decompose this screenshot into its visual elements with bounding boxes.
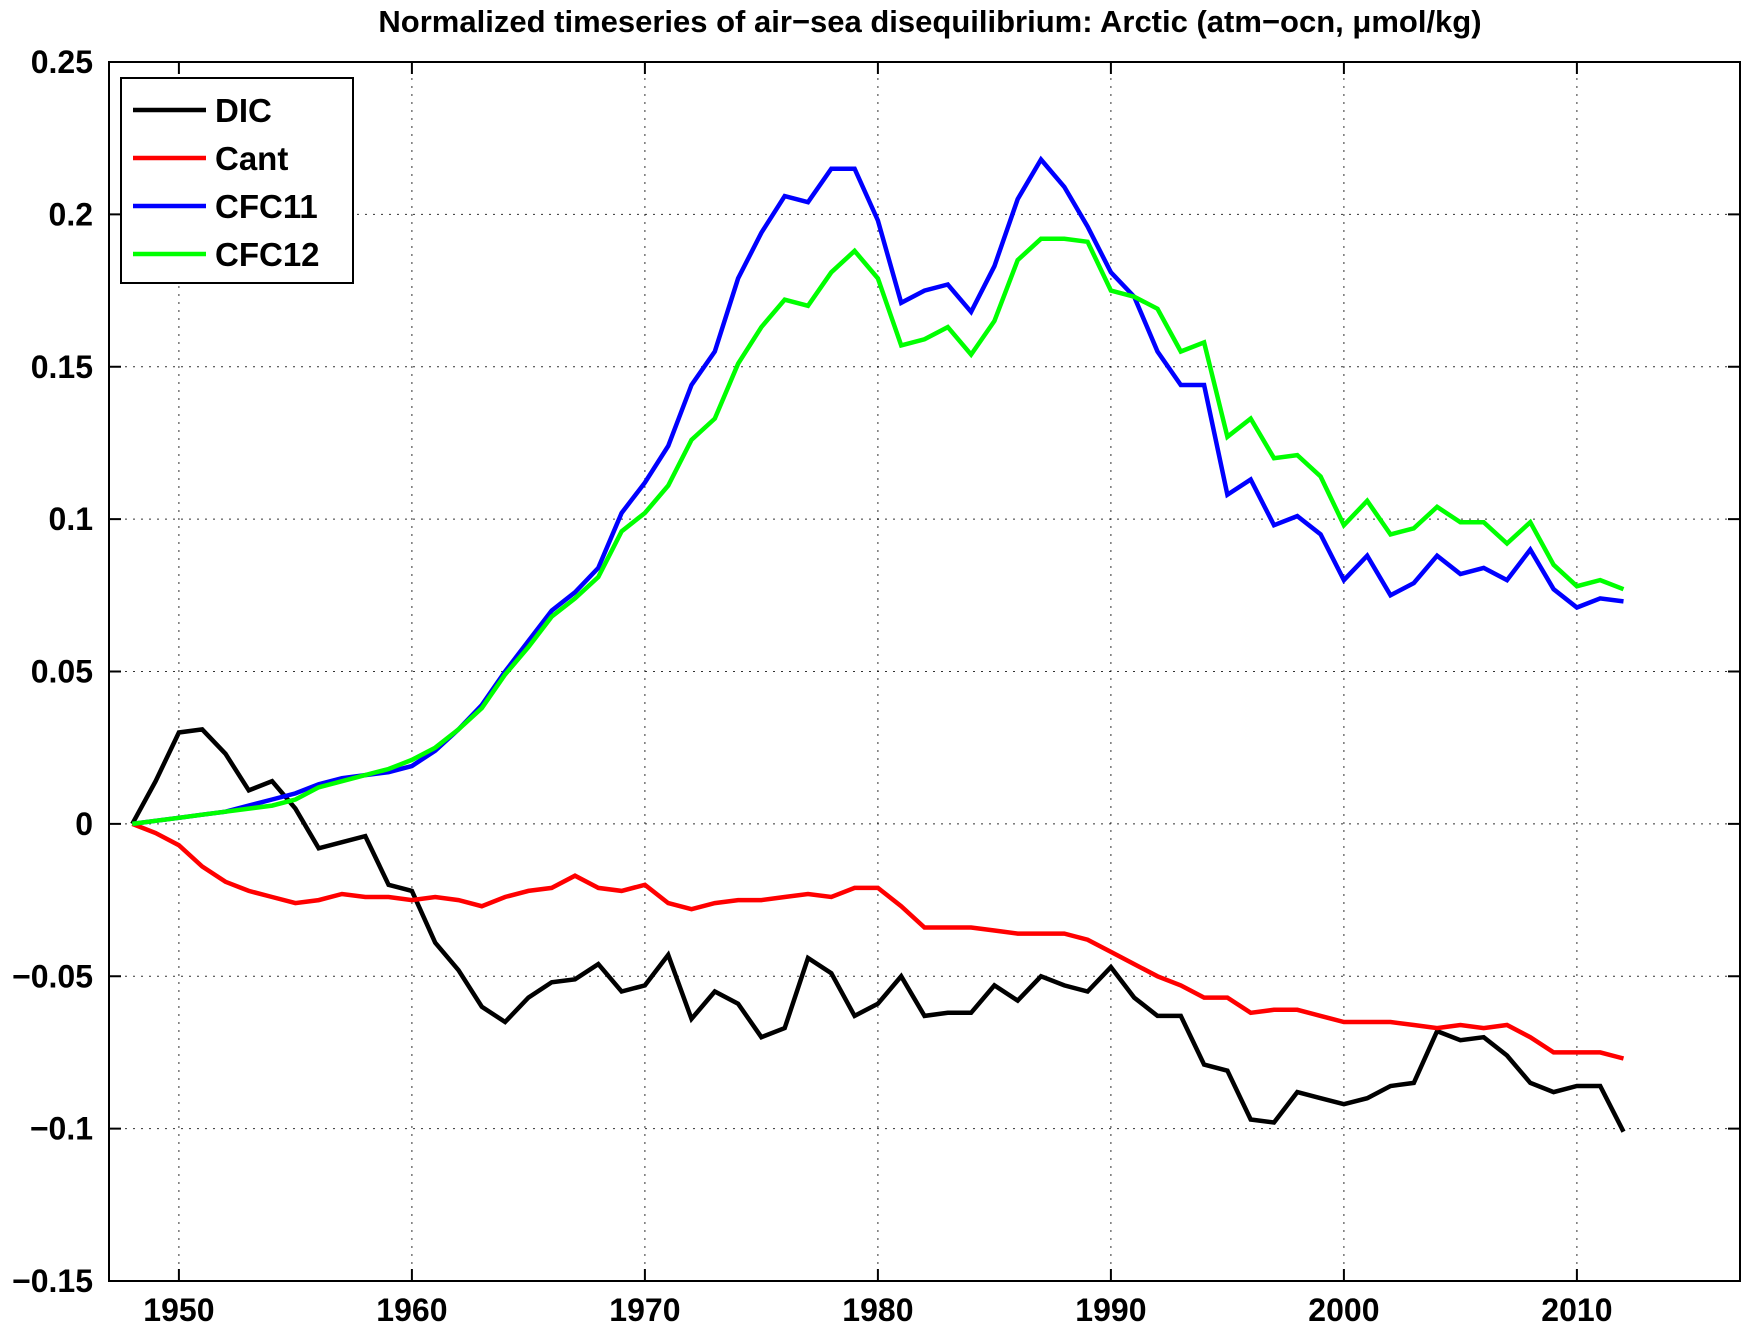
legend-label-cant: Cant (215, 140, 288, 177)
y-tick-label: 0.1 (49, 501, 93, 537)
legend-label-cfc12: CFC12 (215, 236, 320, 273)
y-tick-label: 0.25 (31, 44, 93, 80)
y-tick-label: −0.15 (12, 1263, 93, 1299)
series-layer (130, 155, 1626, 1133)
x-tick-label: 1980 (842, 1292, 913, 1328)
x-tick-label: 1950 (143, 1292, 214, 1328)
x-tick-label: 1990 (1075, 1292, 1146, 1328)
series-line-cfc12 (132, 236, 1625, 827)
x-tick-label: 2000 (1308, 1292, 1379, 1328)
y-tick-label: 0 (75, 806, 93, 842)
y-tick-label: 0.15 (31, 349, 93, 385)
y-tick-label: 0.2 (49, 196, 93, 232)
legend: DIC Cant CFC11 CFC12 (120, 77, 354, 284)
legend-label-dic: DIC (215, 92, 272, 129)
grid-layer (109, 61, 1740, 1282)
legend-label-cfc11: CFC11 (215, 188, 318, 225)
series-line-dic (130, 727, 1626, 1133)
y-axis: −0.15 −0.1 −0.05 0 0.05 0.1 0.15 0.2 0.25 (12, 44, 1740, 1299)
x-tick-label: 1970 (609, 1292, 680, 1328)
x-axis: 1950 1960 1970 1980 1990 2000 2010 (143, 62, 1612, 1328)
y-tick-label: −0.1 (30, 1111, 93, 1147)
chart-title: Normalized timeseries of air−sea disequi… (378, 4, 1481, 39)
series-line-cant (131, 821, 1625, 1061)
y-tick-label: −0.05 (12, 958, 93, 994)
x-tick-label: 1960 (376, 1292, 447, 1328)
x-tick-label: 2010 (1541, 1292, 1612, 1328)
y-tick-label: 0.05 (31, 654, 93, 690)
